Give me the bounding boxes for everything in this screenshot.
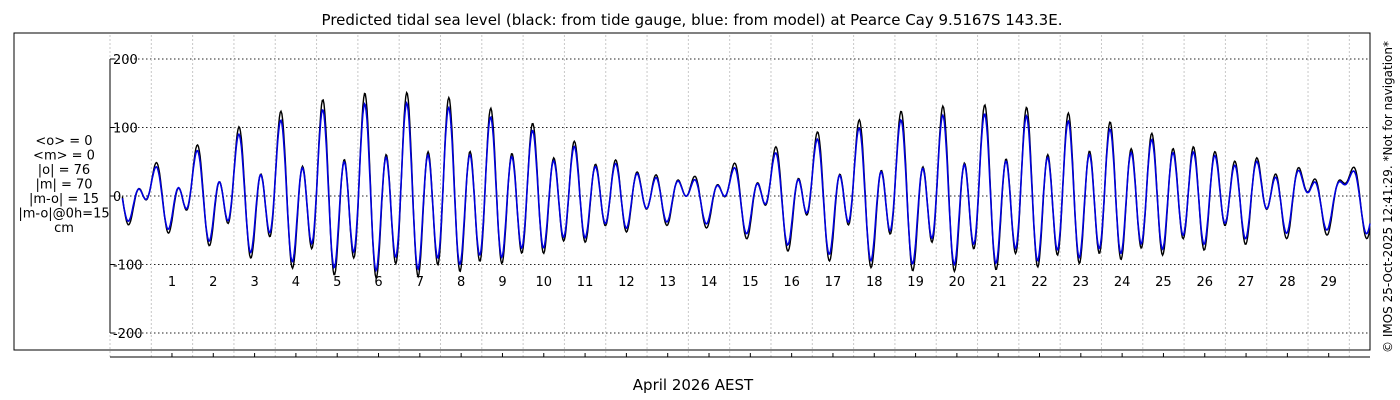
stat-line: <m> = 0 [33,149,95,164]
x-tick-label: 17 [825,275,842,290]
x-tick-label: 9 [498,275,506,290]
y-tick-label: -200 [113,327,143,342]
stat-line: cm [54,221,74,236]
x-tick-label: 26 [1196,275,1213,290]
stat-line: |m-o|@0h=15 [18,207,109,222]
x-tick-label: 15 [742,275,759,290]
outer-frame [13,32,1371,351]
x-tick-label: 5 [333,275,341,290]
x-axis-label: April 2026 AEST [633,376,754,394]
x-tick-label: 24 [1114,275,1131,290]
stat-line: |o| = 76 [38,163,90,178]
x-tick-label: 11 [577,275,594,290]
stats-block: <o> = 0<m> = 0|o| = 76|m| = 70|m-o| = 15… [18,134,109,236]
copyright-note: © IMOS 25-Oct-2025 12:41:29. *Not for na… [1381,41,1395,353]
x-tick-label: 19 [907,275,924,290]
x-tick-label: 4 [292,275,300,290]
y-tick-label: 100 [113,121,138,136]
model-series-line [121,100,1371,273]
stat-line: <o> = 0 [35,134,92,149]
y-tick-label: 0 [113,190,121,205]
x-tick-label: 16 [783,275,800,290]
stat-line: |m-o| = 15 [29,192,99,207]
x-tick-label: 28 [1279,275,1296,290]
y-axis: -200 -100 0 100 200 [109,53,143,342]
chart-title: Predicted tidal sea level (black: from t… [322,11,1063,29]
x-tick-label: 18 [866,275,883,290]
x-tick-label: 2 [209,275,217,290]
x-axis: 1 2 3 4 5 6 7 8 9 10 11 12 13 14 15 16 17 18 19 20 21 22 23 24 2… [110,275,1370,358]
stat-line: |m| = 70 [35,178,92,193]
grid-lines [109,35,1370,357]
x-tick-label: 21 [990,275,1007,290]
series-lines [121,90,1371,280]
y-tick-label: -100 [113,259,143,274]
y-tick-label: 200 [113,53,138,68]
x-tick-label: 7 [416,275,424,290]
x-tick-label: 13 [659,275,676,290]
x-tick-label: 27 [1238,275,1255,290]
x-tick-label: 29 [1320,275,1337,290]
x-tick-label: 12 [618,275,635,290]
x-tick-label: 6 [374,275,382,290]
gauge-series-line [121,90,1371,280]
x-tick-label: 14 [701,275,718,290]
x-tick-label: 20 [949,275,966,290]
x-tick-label: 23 [1073,275,1090,290]
x-tick-label: 8 [457,275,465,290]
x-tick-label: 22 [1031,275,1048,290]
x-tick-label: 1 [168,275,176,290]
x-tick-label: 25 [1155,275,1172,290]
x-tick-label: 10 [535,275,552,290]
x-tick-label: 3 [250,275,258,290]
